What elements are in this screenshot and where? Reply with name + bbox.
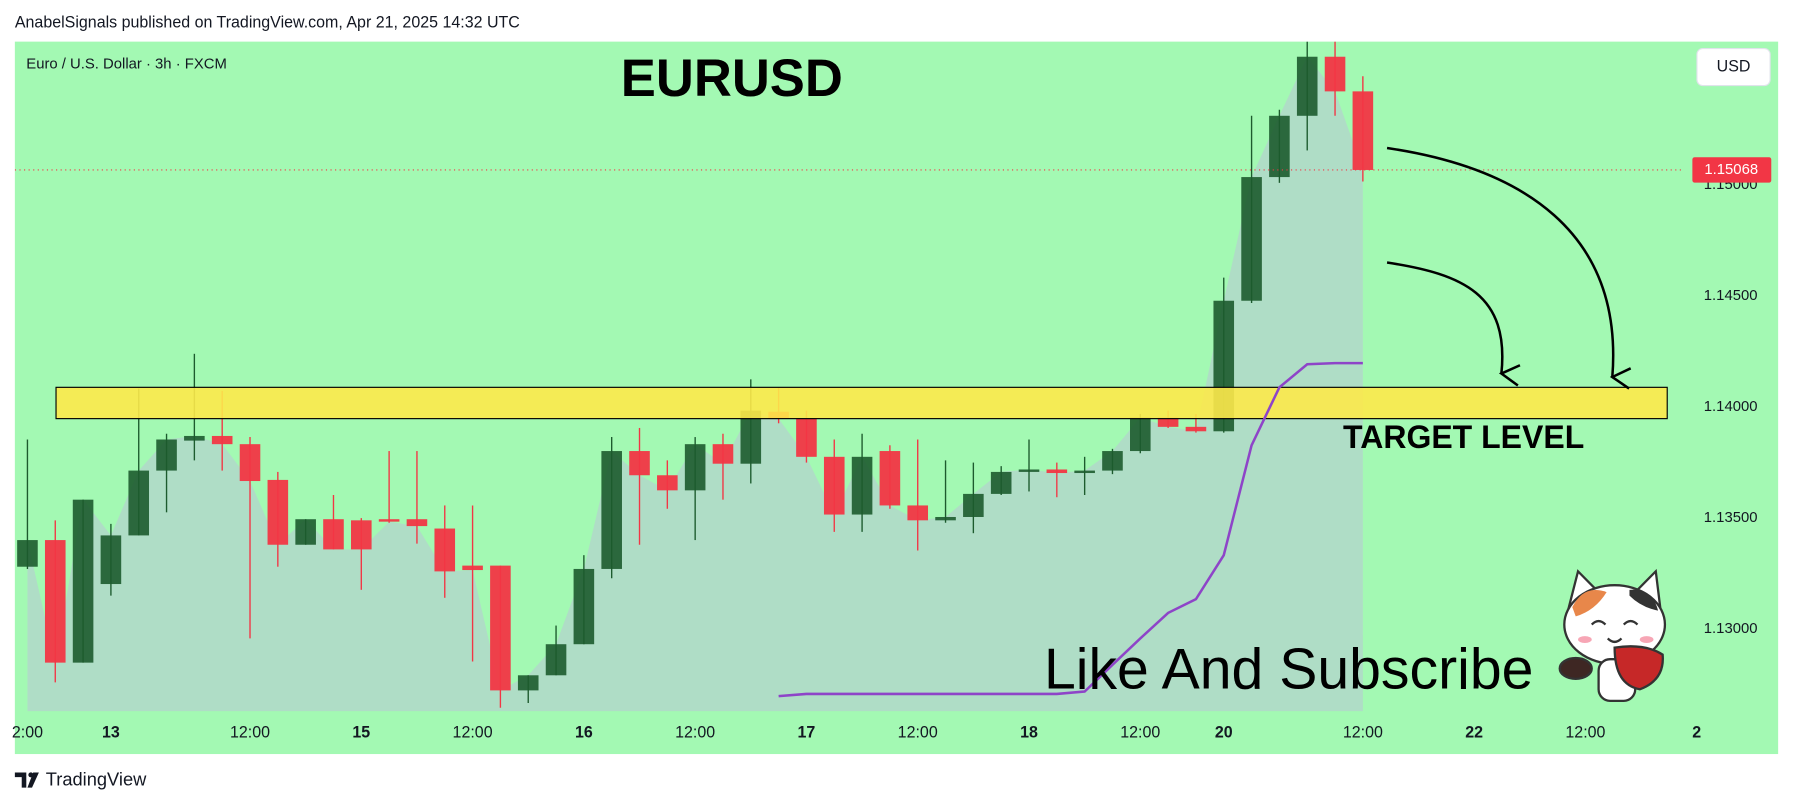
footer-logo: [14, 772, 39, 788]
plot-area: [14, 41, 1684, 712]
candle-body: [490, 565, 511, 691]
candle-body: [1241, 177, 1262, 301]
candle-body: [1296, 56, 1318, 116]
x-tick-label: 22: [1465, 723, 1483, 741]
candle-body: [935, 516, 956, 521]
candle-body: [1074, 470, 1095, 474]
overlay: TARGET LEVEL: [55, 361, 1668, 698]
arrow: [1386, 146, 1613, 377]
candle-body: [990, 471, 1012, 494]
last-price-box: [1692, 157, 1772, 183]
candle-body: [1352, 91, 1374, 170]
candle-body: [740, 410, 762, 464]
candle-body: [156, 439, 177, 471]
candle-body: [128, 470, 150, 536]
candle-body: [44, 540, 66, 663]
candle-body: [1018, 469, 1040, 472]
arrow: [1386, 261, 1502, 374]
x-tick-label: 12:00: [1565, 723, 1605, 741]
candle-body: [545, 644, 567, 676]
candle-body: [1046, 469, 1068, 474]
candle-body: [239, 444, 261, 482]
candle-body: [323, 519, 344, 550]
x-tick-label: 12:00: [1343, 723, 1383, 741]
currency-box[interactable]: [1696, 47, 1771, 87]
cat-sticker: [1558, 568, 1667, 703]
symbol-label: Euro / U.S. Dollar · 3h · FXCM: [26, 56, 227, 73]
candle-body: [100, 535, 122, 585]
x-tick-label: 12:00: [898, 723, 938, 741]
x-tick-label: 12:00: [230, 723, 270, 741]
candle-body: [351, 520, 372, 550]
candle-body: [72, 499, 94, 663]
candle-body: [601, 451, 622, 569]
x-tick-label: 12:00: [453, 723, 493, 741]
x-tick-label: 13: [102, 723, 120, 741]
x-tick-label: 15: [352, 723, 370, 741]
candle-body: [295, 519, 316, 545]
candle-body: [517, 675, 539, 691]
candle-body: [378, 519, 400, 522]
candle-body: [1324, 56, 1346, 92]
candle-body: [434, 528, 456, 572]
candle-body: [1130, 417, 1151, 452]
candle-body: [462, 565, 483, 571]
candle-body: [184, 435, 205, 441]
candle-body: [406, 519, 428, 527]
x-tick-label: 16: [575, 723, 593, 741]
footer: TradingView: [46, 768, 147, 789]
y-tick-label: 1.13000: [1704, 620, 1758, 637]
candle-body: [629, 451, 650, 476]
candle-body: [796, 418, 817, 457]
x-tick-label: 2: [1692, 723, 1701, 741]
indicator-line: [778, 361, 1363, 698]
candle-body: [851, 456, 873, 515]
y-tick-label: 1.13500: [1704, 509, 1758, 526]
candle-body: [712, 444, 734, 464]
close-area: [27, 56, 1363, 712]
target-label: TARGET LEVEL: [1343, 419, 1584, 455]
candle-body: [879, 451, 901, 506]
x-tick-label: 12:00: [675, 723, 715, 741]
candle-body: [1102, 451, 1123, 471]
y-tick-label: 1.14000: [1704, 398, 1758, 415]
candle-body: [823, 456, 845, 515]
annotation: Like And Subscribe: [1044, 637, 1533, 701]
x-tick-label: 20: [1215, 723, 1233, 741]
candle-body: [1269, 115, 1290, 178]
candle-body: [573, 568, 595, 645]
x-tick-label: 17: [798, 723, 816, 741]
x-tick-label: 18: [1020, 723, 1038, 741]
currency-label[interactable]: USD: [1717, 57, 1751, 75]
candle-body: [1185, 426, 1207, 432]
last-price-label: 1.15068: [1704, 161, 1758, 178]
target-zone: [55, 386, 1668, 420]
candle-body: [211, 435, 233, 445]
candle-body: [17, 540, 38, 567]
candle-body: [267, 479, 289, 545]
candle-body: [684, 444, 706, 491]
candle-body: [907, 505, 929, 521]
chart-title: EURUSD: [621, 49, 843, 108]
header: AnabelSignals published on TradingView.c…: [15, 13, 520, 31]
candle-body: [1157, 417, 1179, 427]
x-tick-label: 2:00: [12, 723, 43, 741]
candle-body: [963, 493, 984, 517]
x-tick-label: 12:00: [1120, 723, 1160, 741]
y-tick-label: 1.14500: [1704, 287, 1758, 304]
candle-body: [657, 475, 678, 491]
